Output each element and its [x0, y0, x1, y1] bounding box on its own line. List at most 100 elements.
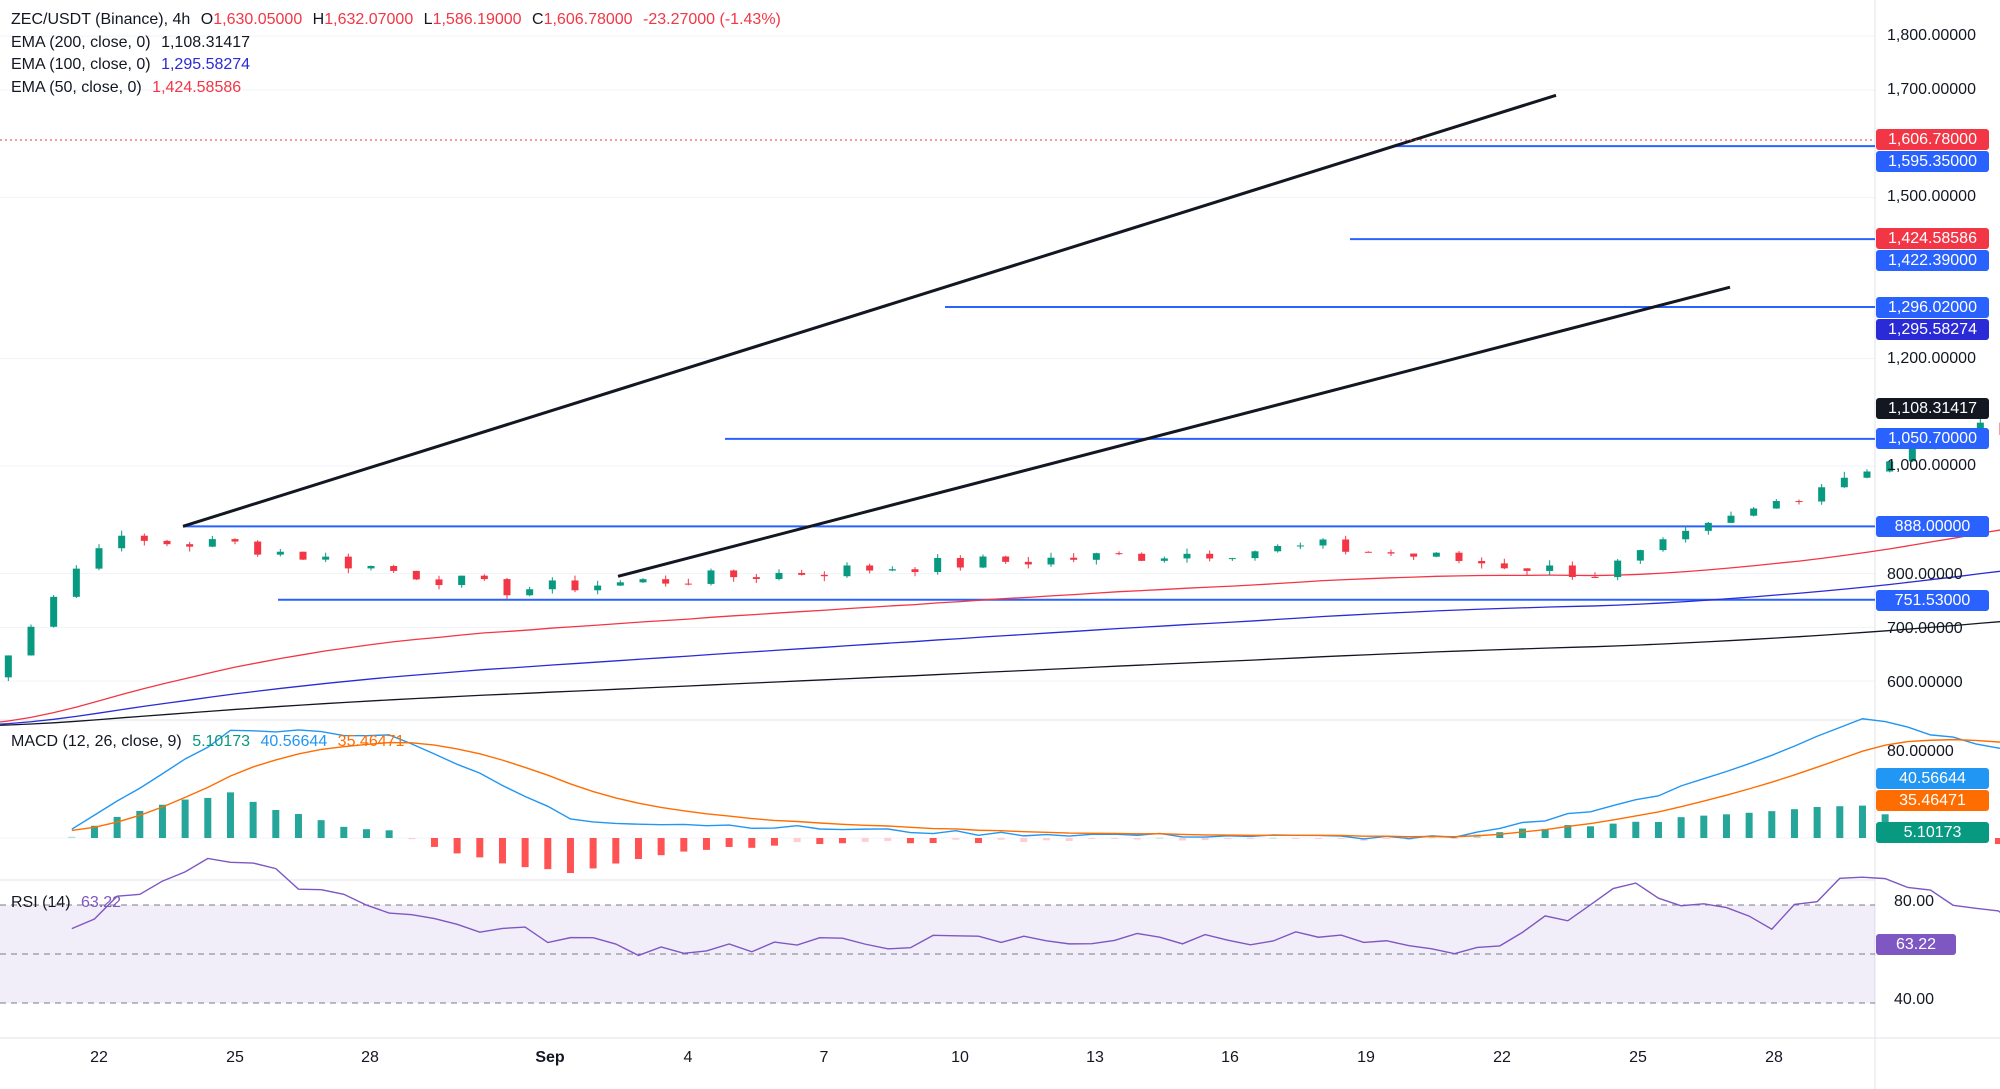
macd-histogram-bar [1677, 817, 1685, 838]
candle-body [276, 551, 284, 555]
main-legend: ZEC/USDT (Binance), 4h O1,630.05000 H1,6… [11, 9, 781, 30]
ema200-tag: 1,108.31417 [1876, 398, 1989, 419]
candle-body [186, 544, 194, 547]
macd-histogram-bar [1609, 823, 1617, 838]
candle-body [1002, 556, 1010, 562]
candle-body [231, 539, 239, 542]
macd-histogram-bar [476, 838, 484, 858]
macd-histogram-bar [1768, 811, 1776, 838]
candle-body [934, 557, 942, 573]
last-price-tag: 1,606.78000 [1876, 129, 1989, 150]
macd-histogram-bar [1518, 828, 1526, 838]
symbol-label: ZEC/USDT (Binance), 4h [11, 11, 191, 28]
macd-histogram-bar [272, 809, 280, 838]
candle-body [1296, 545, 1304, 547]
hist-tag: 5.10173 [1876, 822, 1989, 843]
candle-body [1908, 448, 1916, 462]
candle-body [208, 539, 216, 547]
macd-histogram-bar [816, 838, 824, 844]
candle-body [435, 579, 443, 586]
ema100-line [0, 570, 2000, 725]
open-value: 1,630.05000 [213, 11, 303, 28]
candle-body [1070, 557, 1078, 560]
macd-histogram-bar [952, 838, 960, 840]
x-axis-label: 4 [683, 1049, 693, 1066]
macd-histogram-bar [408, 838, 416, 840]
horizontal-levels [183, 145, 1875, 601]
macd-histogram-bar [997, 838, 1005, 840]
x-axis-label: 25 [226, 1049, 244, 1066]
macd-histogram-bar [68, 836, 76, 838]
candle-body [1115, 553, 1123, 555]
candle-body [730, 570, 738, 578]
candle-body [684, 583, 692, 585]
low-value: 1,586.19000 [432, 11, 522, 28]
low-label: L [423, 11, 433, 28]
macd-histogram-bar [861, 838, 869, 842]
level-tag: 1,050.70000 [1876, 428, 1989, 449]
x-axis-label: Sep [535, 1049, 565, 1066]
macd-histogram-bar [1586, 826, 1594, 838]
candle-body [548, 580, 556, 590]
signal-tag: 35.46471 [1876, 790, 1989, 811]
candle-body [662, 579, 670, 584]
macd-histogram-bar [838, 838, 846, 844]
candle-body [820, 574, 828, 577]
candle-body [503, 579, 511, 596]
x-axis-label: 22 [90, 1049, 108, 1066]
macd-histogram-bar [226, 792, 234, 838]
macd-histogram-bar [544, 838, 552, 870]
macd-histogram-bar [680, 838, 688, 852]
level-tag: 888.00000 [1876, 516, 1989, 537]
macd-histogram-bar [1541, 829, 1549, 838]
price-axis-label: 1,700.00000 [1887, 81, 1976, 98]
macd-legend: MACD (12, 26, close, 9) 5.10173 40.56644… [11, 731, 404, 752]
price-axis-label: 1,200.00000 [1887, 350, 1976, 367]
ema200-line [0, 621, 2000, 726]
candle-body [1840, 477, 1848, 488]
candle-body [1410, 553, 1418, 557]
level-tag: 1,595.35000 [1876, 151, 1989, 172]
macd-histogram-bar [725, 838, 733, 847]
candle-body [979, 556, 987, 568]
macd-hist-value: 5.10173 [192, 733, 251, 750]
macd-histogram-bar [1065, 838, 1073, 842]
macd-histogram-bar [294, 814, 302, 838]
candle-body [299, 551, 307, 560]
candle-body [571, 580, 579, 591]
macd-histogram-bar [1314, 838, 1322, 839]
candle-body [1591, 576, 1599, 578]
macd-histogram-bar [793, 838, 801, 843]
candle-body [1727, 515, 1735, 523]
ema50-label: EMA (50, close, 0) [11, 79, 142, 96]
ema50-line [0, 529, 2000, 723]
price-axis-label: 700.00000 [1887, 620, 1963, 637]
candle-body [775, 572, 783, 579]
macd-histogram-bar [1042, 838, 1050, 841]
candle-body [1614, 560, 1622, 578]
macd-histogram-bar [770, 838, 778, 846]
candle-body [412, 570, 420, 580]
candle-body [1319, 539, 1327, 546]
macd-histogram-bar [1246, 838, 1254, 840]
candle-body [639, 579, 647, 583]
macd-histogram-bar [1156, 837, 1164, 839]
x-axis-label: 28 [1765, 1049, 1783, 1066]
close-value: 1,606.78000 [543, 11, 633, 28]
x-axis-label: 25 [1629, 1049, 1647, 1066]
macd-histogram-bar [1292, 838, 1300, 839]
candle-body [1024, 561, 1032, 565]
rsi-tag: 63.22 [1876, 934, 1956, 955]
macd-histogram-bar [1496, 832, 1504, 838]
candle-body [1228, 558, 1236, 560]
candle-body [1274, 545, 1282, 552]
rsi-line [71, 857, 2000, 957]
candle-body [1523, 568, 1531, 571]
candle-body [140, 535, 148, 541]
high-label: H [312, 11, 325, 28]
candle-body [1750, 508, 1758, 516]
price-axis-label: 800.00000 [1887, 566, 1963, 583]
price-axis-label: 1,000.00000 [1887, 457, 1976, 474]
